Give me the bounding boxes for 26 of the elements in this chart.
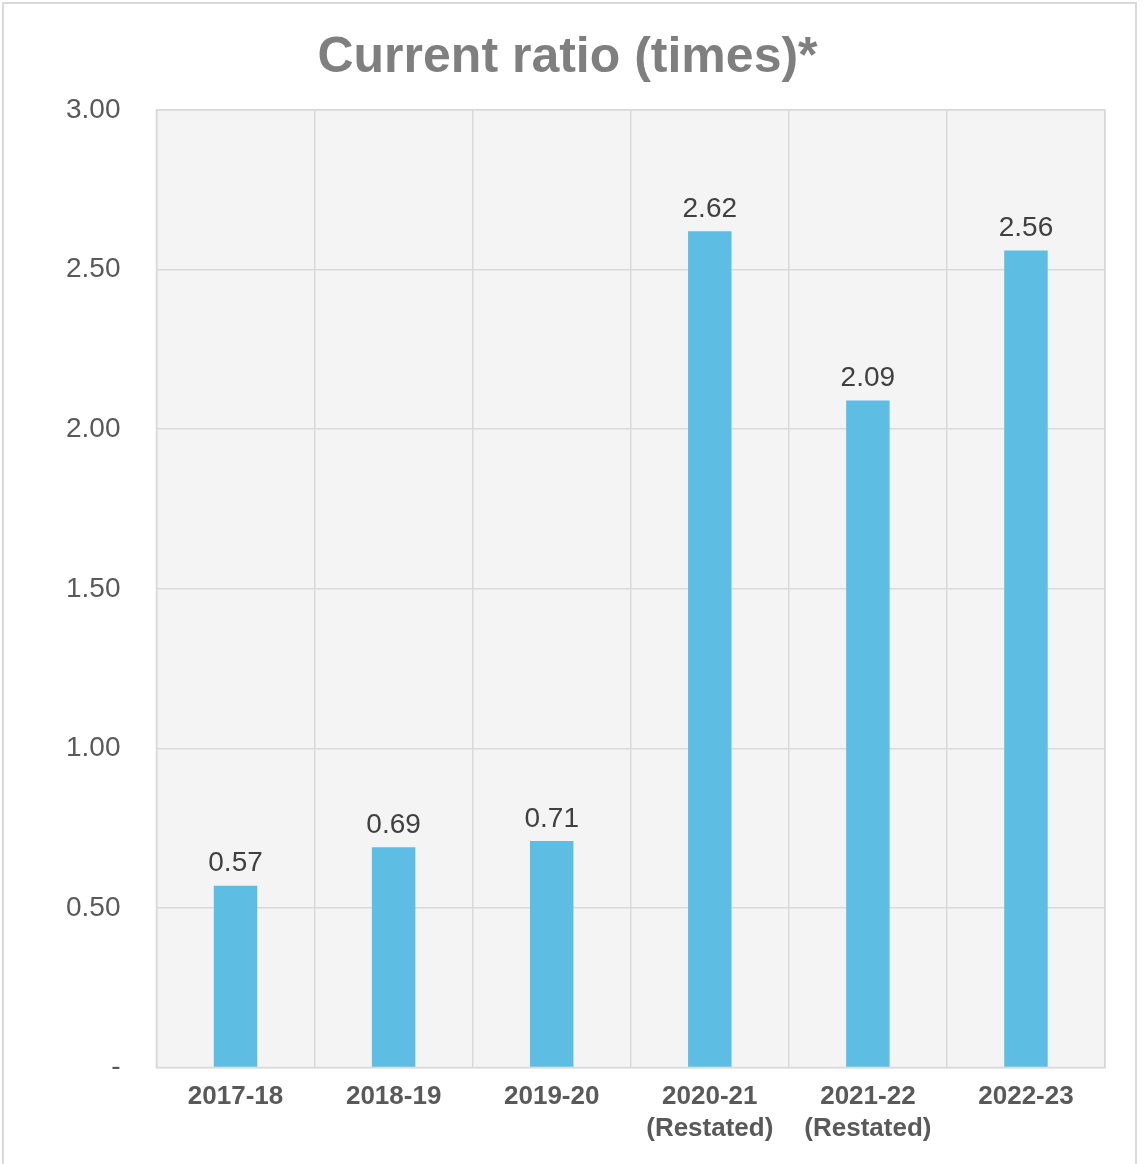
chart-title: Current ratio (times)* (317, 26, 819, 83)
bar (213, 885, 258, 1067)
bar (688, 231, 732, 1067)
data-label: 2.09 (840, 361, 896, 393)
x-tick-label: 2017-18 (187, 1080, 284, 1111)
x-tick-label: 2022-23 (978, 1080, 1074, 1111)
x-tick-label: 2019-20 (504, 1080, 600, 1111)
bar (371, 847, 416, 1067)
y-tick-label: 1.00 (66, 731, 121, 763)
y-tick-label: - (111, 1050, 121, 1082)
x-tick-label: 2021-22 (Restated) (804, 1080, 932, 1142)
x-tick-label: 2020-21 (Restated) (646, 1080, 774, 1142)
bar (846, 400, 890, 1067)
data-label: 0.69 (366, 808, 421, 840)
y-tick-label: 3.00 (66, 92, 121, 124)
y-tick-label: 2.00 (66, 411, 121, 443)
y-tick-label: 2.50 (66, 252, 121, 284)
y-tick-label: 0.50 (66, 890, 121, 922)
data-label: 0.71 (524, 801, 579, 833)
y-tick-label: 1.50 (66, 571, 121, 603)
x-tick-label: 2018-19 (345, 1080, 442, 1111)
data-label: 2.56 (998, 211, 1054, 243)
data-label: 2.62 (682, 192, 738, 224)
bar (529, 840, 574, 1067)
data-label: 0.57 (208, 846, 263, 878)
bar (1004, 250, 1048, 1067)
